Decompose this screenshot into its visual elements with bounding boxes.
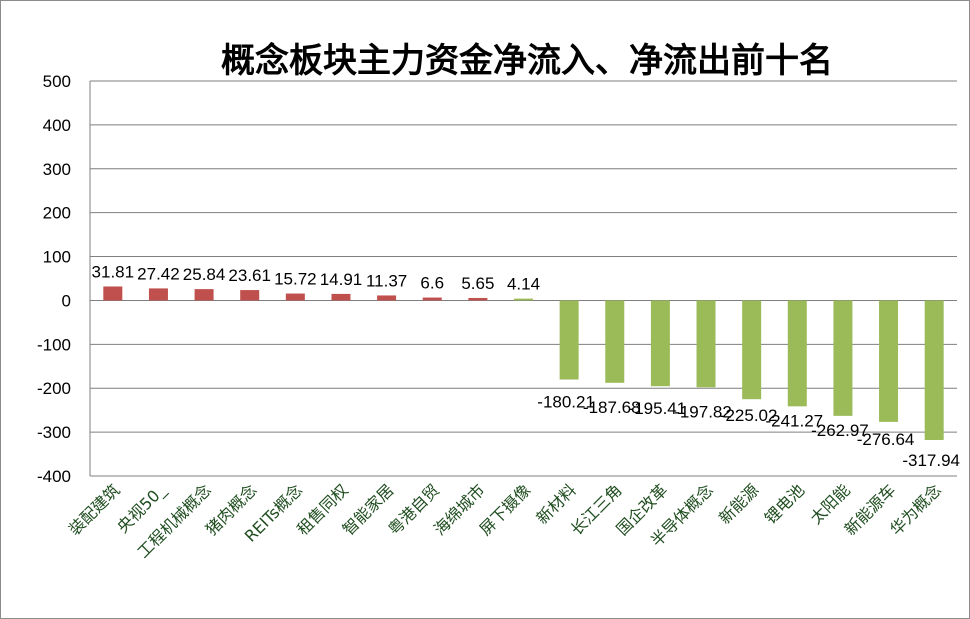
bar (422, 297, 442, 301)
y-tick-label: -300 (37, 423, 71, 442)
data-label: -187.68 (583, 398, 641, 417)
y-axis-ticks: 500 400 300 200 100 0 -100 -200 -300 -400 (37, 72, 71, 486)
bar (924, 300, 944, 440)
bars (103, 286, 944, 440)
x-tick-label: 锂电池 (761, 480, 808, 527)
x-axis-ticks: 装配建筑央视50_工程机械概念猪肉概念REITs概念租售同权智能家居粤港自贸海绵… (65, 480, 945, 562)
bar (742, 300, 762, 400)
data-label: 25.84 (183, 265, 226, 284)
bar (787, 300, 807, 407)
data-label: -180.21 (537, 393, 595, 412)
x-tick-label: 屏下摄像 (476, 480, 535, 539)
bar (879, 300, 899, 422)
bar (605, 300, 625, 383)
data-label: -276.64 (857, 430, 915, 449)
data-label: 6.6 (420, 274, 444, 293)
gridlines (89, 80, 957, 477)
data-label: -225.02 (720, 406, 778, 425)
y-tick-label: 0 (62, 291, 71, 310)
data-label: -317.94 (902, 451, 960, 470)
bar (650, 300, 670, 387)
data-label: 14.91 (320, 270, 363, 289)
bar (148, 288, 168, 301)
y-tick-label: 300 (43, 160, 71, 179)
x-tick-label: 新能源 (715, 480, 762, 527)
y-tick-label: 200 (43, 204, 71, 223)
bar (468, 297, 488, 301)
data-label: 23.61 (228, 266, 271, 285)
bar (331, 293, 351, 301)
y-tick-label: -200 (37, 379, 71, 398)
data-label: 27.42 (137, 264, 180, 283)
y-tick-label: 400 (43, 116, 71, 135)
bar (377, 295, 397, 301)
bar (103, 286, 123, 301)
data-label: -241.27 (765, 411, 823, 430)
y-tick-label: -400 (37, 467, 71, 486)
data-label: 15.72 (274, 270, 317, 289)
bar (240, 290, 260, 301)
x-tick-label: 华为概念 (886, 480, 945, 539)
data-label: -197.82 (674, 402, 732, 421)
bar (559, 300, 579, 380)
chart-title: 概念板块主力资金净流入、净流出前十名 (221, 41, 833, 81)
data-label: 5.65 (461, 274, 494, 293)
y-tick-label: 500 (43, 72, 71, 91)
data-label: 11.37 (366, 271, 407, 290)
bar (696, 300, 716, 388)
bar (833, 300, 853, 416)
data-label: 31.81 (92, 262, 135, 281)
y-tick-label: -100 (37, 335, 71, 354)
data-label: -262.97 (811, 421, 869, 440)
data-label: -195.41 (629, 399, 687, 418)
bar (194, 289, 214, 301)
x-tick-label: 装配建筑 (65, 480, 124, 539)
bar (514, 298, 533, 301)
y-tick-label: 100 (43, 248, 71, 267)
data-label: 4.14 (507, 275, 540, 294)
data-labels: 31.81 27.42 25.84 23.61 15.72 14.91 11.37 6.6 5.… (92, 262, 960, 470)
bar (285, 293, 305, 301)
